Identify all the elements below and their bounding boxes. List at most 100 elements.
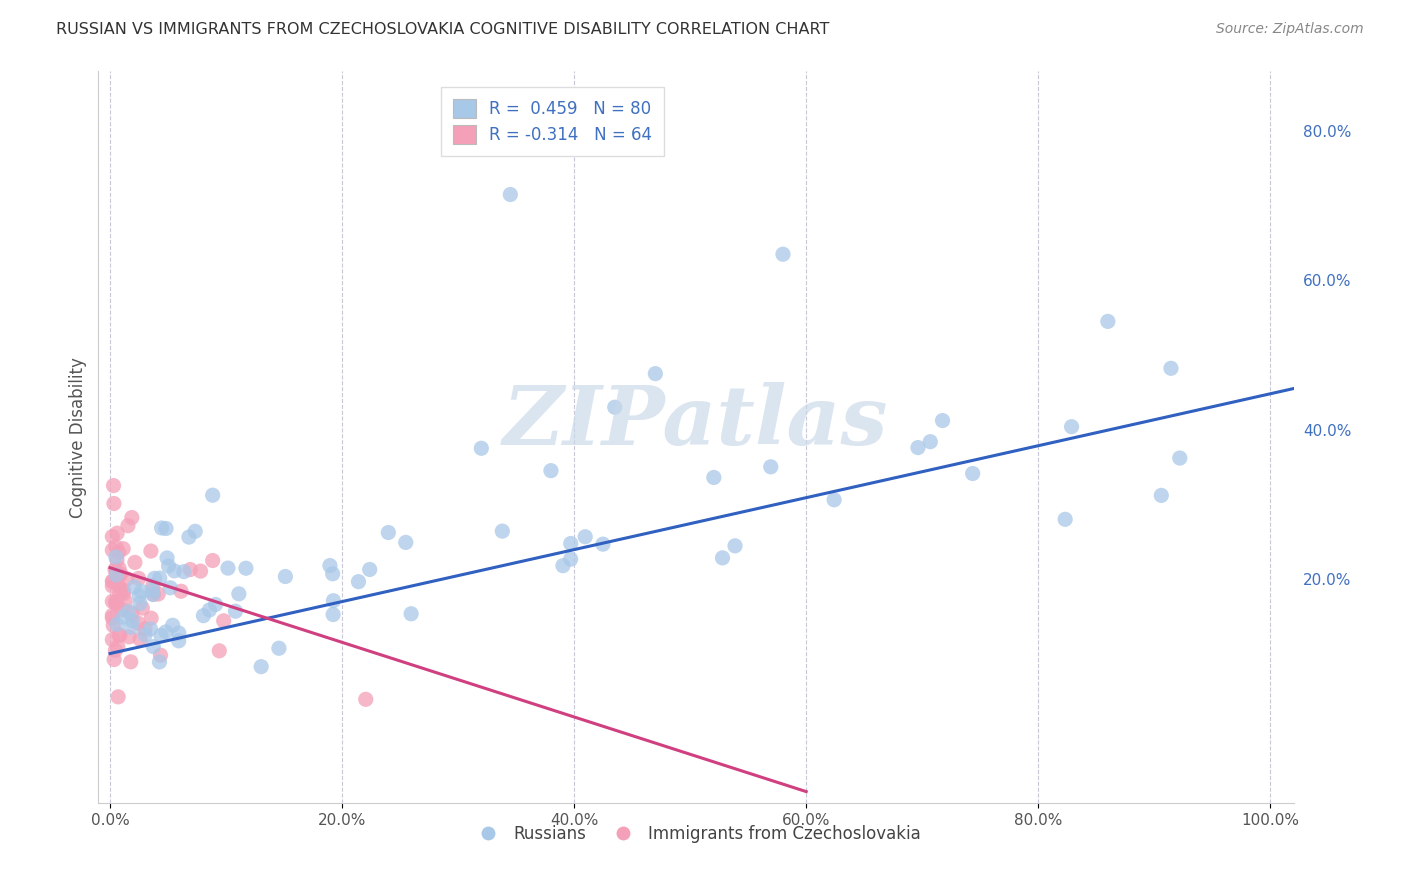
Point bbox=[107, 640, 129, 654]
Point bbox=[274, 569, 297, 583]
Point bbox=[128, 571, 150, 585]
Point bbox=[267, 641, 290, 656]
Point bbox=[1168, 451, 1191, 466]
Point bbox=[105, 575, 128, 590]
Point bbox=[759, 459, 782, 474]
Point bbox=[354, 692, 377, 706]
Point bbox=[101, 594, 124, 608]
Point bbox=[198, 603, 221, 617]
Point bbox=[104, 595, 127, 609]
Point bbox=[107, 690, 129, 704]
Point bbox=[134, 622, 156, 636]
Point bbox=[110, 582, 132, 596]
Point bbox=[104, 562, 127, 576]
Point bbox=[104, 540, 127, 554]
Text: ZIPatlas: ZIPatlas bbox=[503, 383, 889, 462]
Point bbox=[184, 524, 207, 539]
Point bbox=[131, 601, 153, 615]
Point bbox=[603, 401, 626, 415]
Point bbox=[105, 526, 128, 541]
Point bbox=[101, 574, 124, 588]
Point bbox=[217, 561, 239, 575]
Point bbox=[134, 628, 156, 642]
Point bbox=[101, 608, 124, 623]
Point bbox=[149, 628, 172, 642]
Point bbox=[107, 545, 129, 559]
Point bbox=[823, 492, 845, 507]
Point bbox=[127, 615, 149, 630]
Point bbox=[105, 568, 128, 582]
Point bbox=[491, 524, 513, 538]
Point bbox=[129, 632, 152, 647]
Point bbox=[157, 559, 180, 574]
Point bbox=[772, 247, 794, 261]
Point bbox=[101, 574, 124, 589]
Point bbox=[540, 464, 562, 478]
Point bbox=[101, 530, 124, 544]
Point bbox=[121, 510, 143, 524]
Point bbox=[163, 564, 186, 578]
Point bbox=[110, 567, 132, 582]
Point bbox=[208, 644, 231, 658]
Point bbox=[644, 367, 666, 381]
Point bbox=[724, 539, 747, 553]
Point bbox=[104, 595, 127, 609]
Point bbox=[177, 530, 200, 544]
Point bbox=[560, 552, 582, 566]
Point bbox=[139, 622, 162, 636]
Point bbox=[250, 659, 273, 673]
Point bbox=[101, 579, 124, 593]
Point bbox=[101, 632, 124, 647]
Point bbox=[703, 470, 725, 484]
Point bbox=[962, 467, 984, 481]
Point bbox=[117, 605, 139, 619]
Point bbox=[149, 648, 172, 662]
Point bbox=[156, 550, 179, 565]
Point bbox=[118, 630, 141, 644]
Point bbox=[142, 640, 165, 654]
Point bbox=[112, 541, 135, 556]
Point bbox=[104, 643, 127, 657]
Point bbox=[322, 607, 344, 622]
Point bbox=[1160, 361, 1182, 376]
Point bbox=[322, 593, 344, 607]
Point bbox=[142, 587, 165, 601]
Point bbox=[159, 581, 181, 595]
Point bbox=[124, 580, 146, 594]
Point bbox=[1097, 314, 1119, 328]
Point bbox=[120, 655, 142, 669]
Point bbox=[150, 521, 173, 535]
Point bbox=[103, 618, 125, 632]
Point bbox=[359, 562, 381, 576]
Text: RUSSIAN VS IMMIGRANTS FROM CZECHOSLOVAKIA COGNITIVE DISABILITY CORRELATION CHART: RUSSIAN VS IMMIGRANTS FROM CZECHOSLOVAKI… bbox=[56, 22, 830, 37]
Point bbox=[120, 620, 142, 634]
Point bbox=[319, 558, 342, 573]
Point bbox=[108, 628, 131, 642]
Point bbox=[235, 561, 257, 575]
Point bbox=[142, 578, 165, 592]
Point bbox=[105, 553, 128, 567]
Point bbox=[101, 611, 124, 625]
Point bbox=[128, 589, 150, 603]
Point bbox=[931, 413, 953, 427]
Point bbox=[105, 617, 128, 632]
Point bbox=[148, 655, 170, 669]
Point bbox=[1054, 512, 1077, 526]
Point bbox=[148, 587, 170, 601]
Point bbox=[322, 566, 344, 581]
Point bbox=[162, 618, 184, 632]
Point bbox=[1150, 488, 1173, 502]
Point bbox=[139, 544, 162, 558]
Point bbox=[228, 587, 250, 601]
Point bbox=[201, 488, 224, 502]
Point bbox=[121, 606, 143, 620]
Point bbox=[104, 549, 127, 564]
Point bbox=[108, 628, 131, 642]
Point bbox=[399, 607, 422, 621]
Point bbox=[167, 626, 190, 640]
Point bbox=[112, 587, 135, 601]
Point bbox=[129, 596, 152, 610]
Point bbox=[107, 578, 129, 592]
Point bbox=[124, 556, 146, 570]
Point bbox=[212, 614, 235, 628]
